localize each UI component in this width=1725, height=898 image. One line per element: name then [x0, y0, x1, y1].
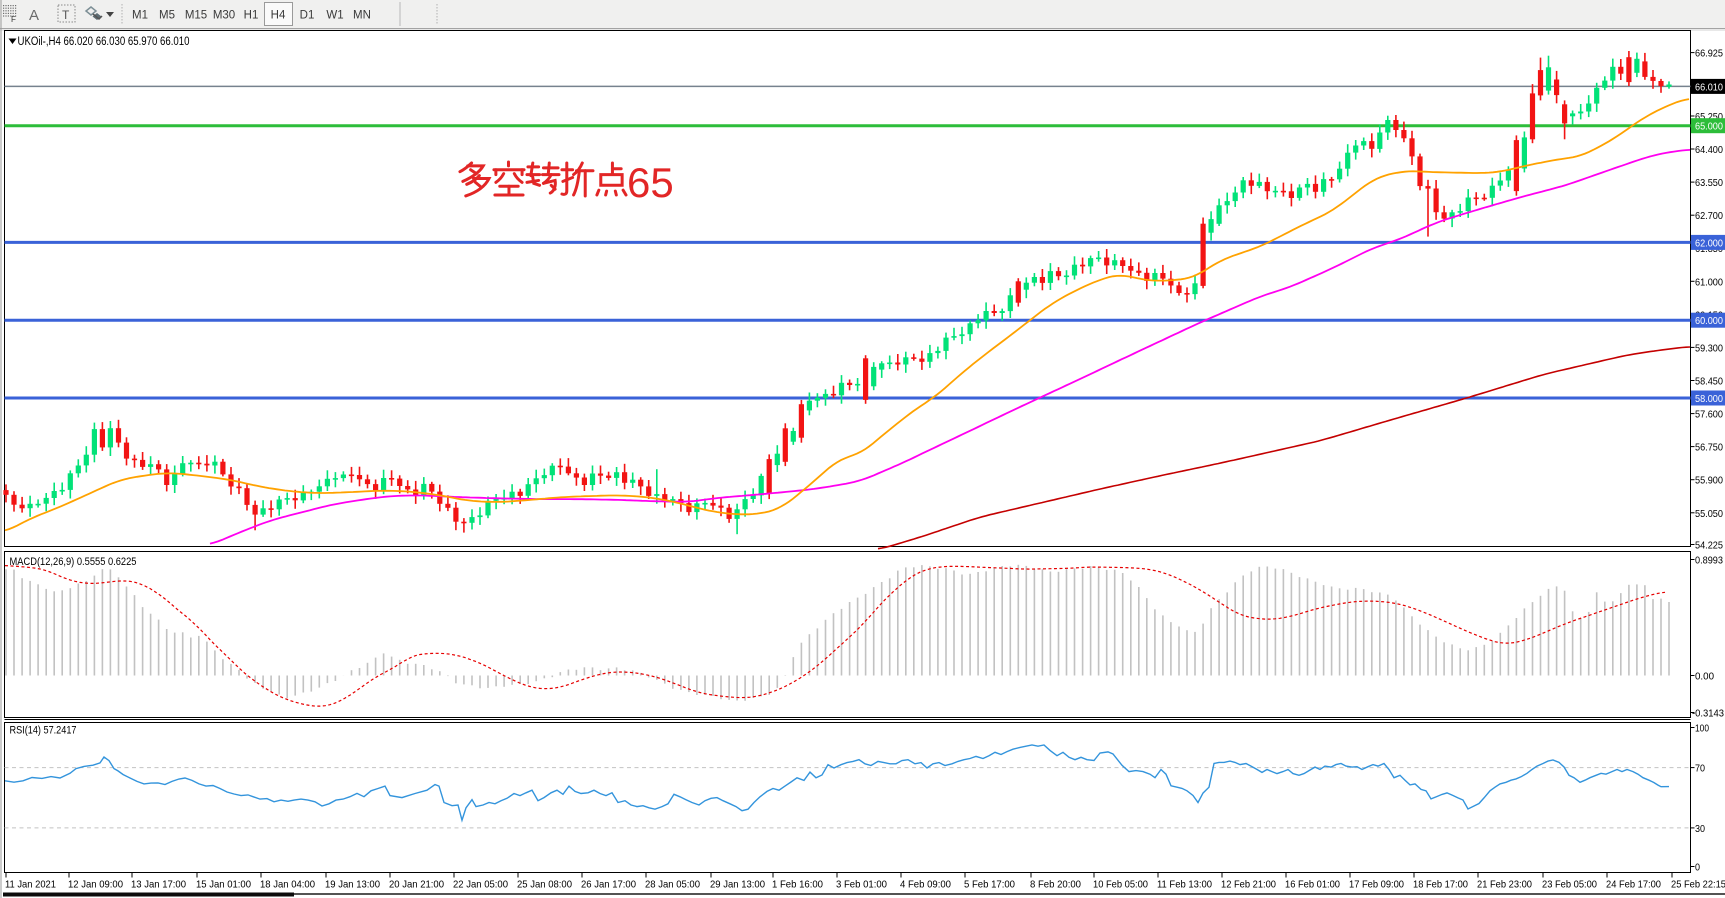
svg-text:11 Feb 13:00: 11 Feb 13:00 — [1157, 879, 1212, 891]
svg-text:T: T — [62, 8, 70, 22]
svg-text:17 Feb 09:00: 17 Feb 09:00 — [1349, 879, 1404, 891]
svg-text:58.450: 58.450 — [1695, 376, 1723, 388]
svg-text:55.050: 55.050 — [1695, 508, 1723, 520]
svg-text:62.000: 62.000 — [1695, 237, 1723, 249]
svg-text:100: 100 — [1695, 723, 1709, 735]
svg-text:24 Feb 17:00: 24 Feb 17:00 — [1606, 879, 1661, 891]
svg-text:54.225: 54.225 — [1695, 540, 1723, 552]
svg-text:57.600: 57.600 — [1695, 409, 1723, 421]
svg-text:MN: MN — [353, 10, 371, 22]
svg-text:15 Jan 01:00: 15 Jan 01:00 — [196, 879, 251, 891]
svg-text:63.550: 63.550 — [1695, 177, 1723, 189]
svg-text:65: 65 — [627, 159, 674, 206]
svg-text:8 Feb 20:00: 8 Feb 20:00 — [1030, 879, 1081, 891]
svg-text:A: A — [29, 7, 39, 24]
svg-text:60.000: 60.000 — [1695, 315, 1723, 327]
svg-text:F: F — [11, 15, 16, 24]
svg-text:25 Feb 22:15: 25 Feb 22:15 — [1671, 879, 1725, 891]
svg-text:16 Feb 01:00: 16 Feb 01:00 — [1285, 879, 1340, 891]
svg-text:0.00: 0.00 — [1695, 671, 1714, 683]
svg-text:11 Jan 2021: 11 Jan 2021 — [5, 879, 56, 891]
svg-text:55.900: 55.900 — [1695, 475, 1723, 487]
svg-text:62.700: 62.700 — [1695, 210, 1723, 222]
svg-text:W1: W1 — [326, 10, 343, 22]
svg-text:58.000: 58.000 — [1695, 393, 1723, 405]
svg-text:3 Feb 01:00: 3 Feb 01:00 — [836, 879, 887, 891]
svg-text:-0.3143: -0.3143 — [1692, 708, 1724, 720]
svg-text:RSI(14) 57.2417: RSI(14) 57.2417 — [10, 725, 77, 737]
svg-text:M5: M5 — [159, 10, 175, 22]
svg-text:19 Jan 13:00: 19 Jan 13:00 — [325, 879, 380, 891]
svg-text:10 Feb 05:00: 10 Feb 05:00 — [1093, 879, 1148, 891]
svg-text:0.8993: 0.8993 — [1695, 555, 1723, 567]
svg-text:H4: H4 — [271, 10, 286, 22]
svg-text:5 Feb 17:00: 5 Feb 17:00 — [964, 879, 1015, 891]
svg-text:18 Jan 04:00: 18 Jan 04:00 — [260, 879, 315, 891]
svg-text:25 Jan 08:00: 25 Jan 08:00 — [517, 879, 572, 891]
svg-text:D1: D1 — [300, 10, 315, 22]
svg-text:28 Jan 05:00: 28 Jan 05:00 — [645, 879, 700, 891]
svg-text:4 Feb 09:00: 4 Feb 09:00 — [900, 879, 951, 891]
svg-text:70: 70 — [1695, 763, 1705, 775]
svg-text:UKOil-,H4 66.020 66.030 65.97: UKOil-,H4 66.020 66.030 65.970 66.010 — [18, 36, 190, 48]
svg-text:0: 0 — [1695, 862, 1700, 874]
svg-text:22 Jan 05:00: 22 Jan 05:00 — [453, 879, 508, 891]
svg-text:65.000: 65.000 — [1695, 121, 1723, 133]
svg-text:56.750: 56.750 — [1695, 442, 1723, 454]
svg-text:M15: M15 — [185, 10, 207, 22]
svg-text:MACD(12,26,9) 0.5555 0.6225: MACD(12,26,9) 0.5555 0.6225 — [10, 556, 137, 568]
svg-text:26 Jan 17:00: 26 Jan 17:00 — [581, 879, 636, 891]
svg-text:21 Feb 23:00: 21 Feb 23:00 — [1477, 879, 1532, 891]
svg-text:M30: M30 — [213, 10, 235, 22]
svg-text:66.925: 66.925 — [1695, 48, 1723, 60]
svg-text:12 Feb 21:00: 12 Feb 21:00 — [1221, 879, 1276, 891]
svg-text:20 Jan 21:00: 20 Jan 21:00 — [389, 879, 444, 891]
svg-text:61.000: 61.000 — [1695, 276, 1723, 288]
svg-text:13 Jan 17:00: 13 Jan 17:00 — [131, 879, 186, 891]
svg-text:12 Jan 09:00: 12 Jan 09:00 — [68, 879, 123, 891]
svg-text:29 Jan 13:00: 29 Jan 13:00 — [710, 879, 765, 891]
svg-text:23 Feb 05:00: 23 Feb 05:00 — [1542, 879, 1597, 891]
svg-text:M1: M1 — [132, 10, 148, 22]
svg-text:64.400: 64.400 — [1695, 144, 1723, 156]
svg-text:66.010: 66.010 — [1695, 81, 1723, 93]
svg-text:59.300: 59.300 — [1695, 342, 1723, 354]
svg-text:30: 30 — [1695, 823, 1705, 835]
svg-text:1 Feb 16:00: 1 Feb 16:00 — [772, 879, 823, 891]
svg-text:H1: H1 — [244, 10, 259, 22]
svg-text:18 Feb 17:00: 18 Feb 17:00 — [1413, 879, 1468, 891]
